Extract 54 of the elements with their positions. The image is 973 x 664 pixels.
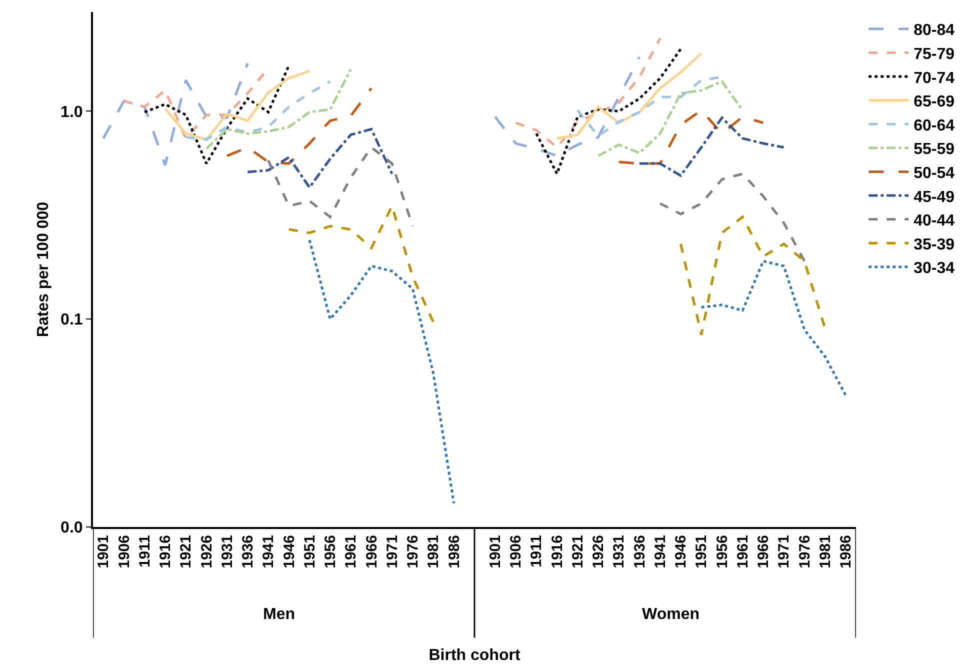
x-axis-title: Birth cohort	[428, 647, 521, 664]
x-tick-label: 1911	[528, 535, 546, 568]
legend-label: 40-44	[914, 212, 955, 230]
x-tick-label: 1926	[198, 535, 216, 568]
legend-label: 75-79	[914, 46, 955, 63]
x-tick-label: 1936	[240, 535, 257, 568]
x-tick-label: 1981	[425, 535, 442, 568]
legend-label: 80-84	[914, 22, 955, 40]
legend-label: 30-34	[914, 260, 955, 278]
legend-label: 70-74	[914, 70, 955, 87]
legend-label: 65-69	[914, 94, 955, 111]
x-tick-label: 1976	[404, 535, 422, 568]
y-axis-title: Rates per 100 000	[34, 202, 52, 338]
legend-label: 35-39	[914, 236, 955, 254]
legend-label: 55-59	[914, 141, 955, 158]
x-tick-label: 1906	[116, 535, 133, 568]
x-tick-label: 1966	[363, 535, 380, 568]
legend-label: 45-49	[914, 188, 955, 206]
x-tick-label: 1956	[714, 535, 731, 568]
x-tick-label: 1981	[816, 535, 834, 568]
legend-label: 50-54	[914, 164, 955, 182]
x-tick-label: 1941	[652, 535, 669, 568]
x-tick-label: 1916	[548, 535, 566, 568]
x-tick-label: 1946	[672, 535, 690, 568]
x-tick-label: 1901	[95, 535, 112, 568]
x-tick-label: 1941	[260, 535, 278, 568]
x-tick-label: 1936	[631, 535, 648, 568]
text: Men	[263, 606, 295, 623]
x-tick-label: 1911	[136, 535, 154, 568]
x-tick-label: 1971	[776, 535, 793, 568]
x-tick-label: 1961	[734, 535, 752, 568]
x-tick-label: 1961	[342, 535, 360, 568]
x-tick-label: 1986	[446, 535, 463, 568]
x-tick-label: 1916	[157, 535, 174, 568]
x-tick-label: 1986	[838, 535, 855, 568]
text: Women	[642, 606, 700, 623]
x-tick-label: 1956	[322, 535, 340, 568]
x-tick-label: 1921	[178, 535, 195, 568]
x-tick-label: 1931	[218, 535, 236, 568]
legend-label: 60-64	[914, 117, 955, 134]
x-tick-label: 1901	[486, 535, 504, 568]
y-tick-label: 1.0	[60, 104, 83, 121]
x-tick-label: 1946	[280, 535, 298, 568]
x-tick-label: 1971	[384, 535, 401, 568]
x-tick-label: 1951	[693, 535, 710, 568]
x-tick-label: 1966	[755, 535, 772, 568]
x-tick-label: 1921	[569, 535, 586, 568]
y-tick-label: 0.0	[60, 520, 83, 537]
x-tick-label: 1931	[610, 535, 628, 568]
x-tick-label: 1906	[508, 535, 525, 568]
x-tick-label: 1926	[590, 535, 608, 568]
x-tick-label: 1976	[796, 535, 814, 568]
y-tick-label: 0.1	[60, 312, 83, 329]
x-tick-label: 1951	[301, 535, 318, 568]
